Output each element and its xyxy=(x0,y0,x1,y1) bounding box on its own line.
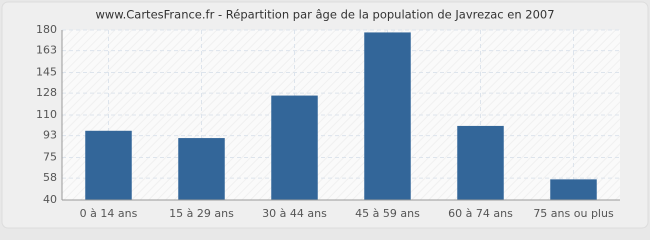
bar xyxy=(550,179,597,200)
bar xyxy=(178,138,225,200)
x-tick-label: 30 à 44 ans xyxy=(262,207,327,220)
y-tick-label: 180 xyxy=(36,23,57,36)
y-tick-label: 40 xyxy=(43,193,57,206)
y-tick-label: 128 xyxy=(36,86,57,99)
x-tick-label: 45 à 59 ans xyxy=(355,207,420,220)
bar xyxy=(364,32,411,200)
y-tick-label: 58 xyxy=(43,171,57,184)
x-tick-label: 0 à 14 ans xyxy=(80,207,138,220)
x-tick-label: 75 ans ou plus xyxy=(533,207,614,220)
bar xyxy=(85,130,132,200)
chart: www.CartesFrance.fr - Répartition par âg… xyxy=(1,1,649,229)
y-tick-label: 145 xyxy=(36,66,57,79)
plot-area xyxy=(62,30,620,200)
y-tick-label: 93 xyxy=(43,129,57,142)
y-tick-label: 163 xyxy=(36,44,57,57)
x-tick-label: 15 à 29 ans xyxy=(169,207,234,220)
y-tick-label: 75 xyxy=(43,151,57,164)
chart-title: www.CartesFrance.fr - Répartition par âg… xyxy=(95,8,554,22)
bar xyxy=(457,125,504,200)
page: www.CartesFrance.fr - Répartition par âg… xyxy=(0,0,650,230)
x-tick-label: 60 à 74 ans xyxy=(448,207,513,220)
y-tick-label: 110 xyxy=(36,108,57,121)
bar xyxy=(271,95,318,200)
